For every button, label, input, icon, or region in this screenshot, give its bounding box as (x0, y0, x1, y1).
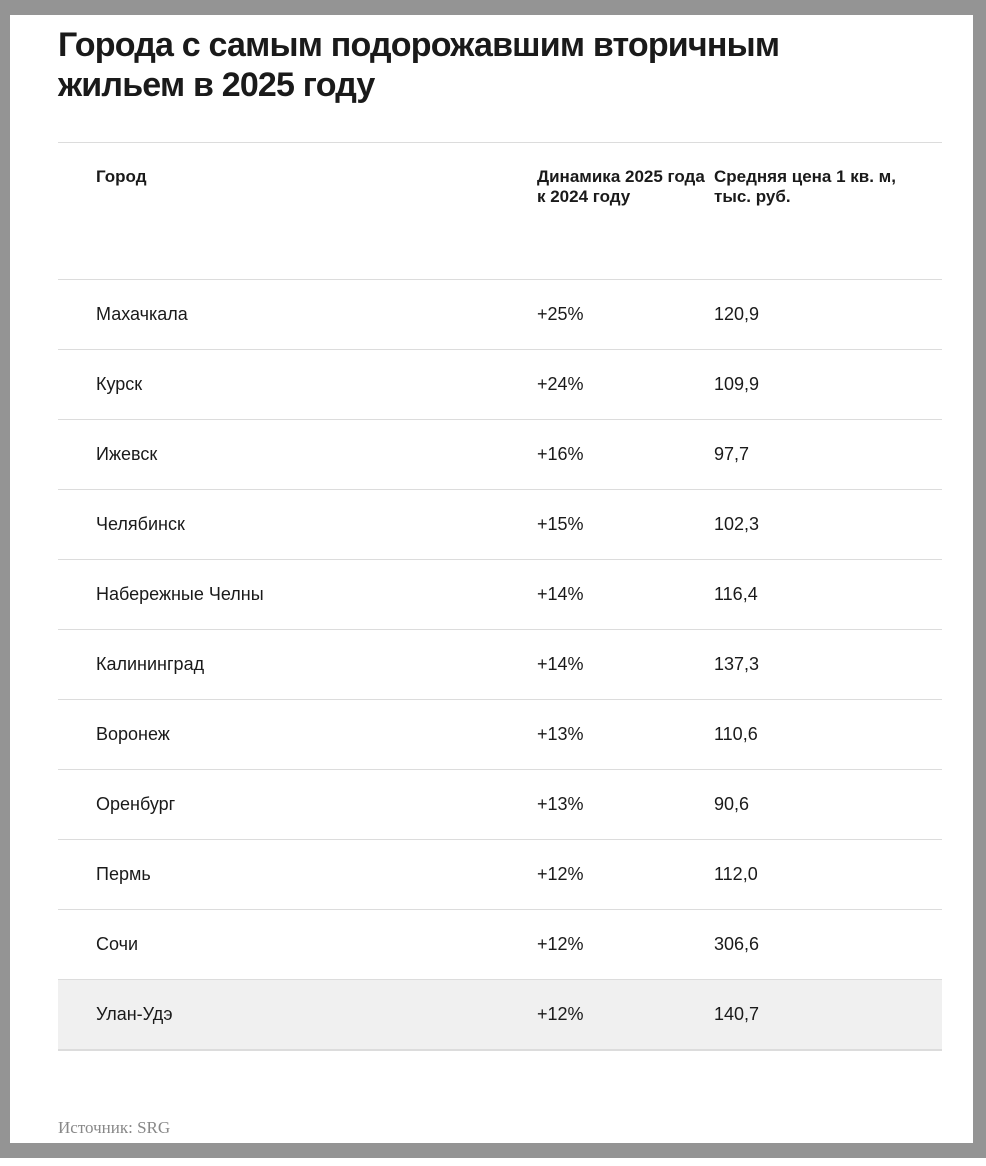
cell-change: +16% (537, 419, 714, 490)
table-row: Воронеж +13% 110,6 (58, 699, 942, 770)
cell-change: +13% (537, 769, 714, 840)
cell-change: +24% (537, 349, 714, 420)
table-header-row: Город Динамика 2025 года к 2024 году Сре… (58, 142, 942, 280)
cell-price: 120,9 (714, 279, 942, 350)
cell-price: 97,7 (714, 419, 942, 490)
table-row: Оренбург +13% 90,6 (58, 769, 942, 840)
cell-city: Ижевск (58, 419, 537, 490)
cell-city: Сочи (58, 909, 537, 980)
table-row: Набережные Челны +14% 116,4 (58, 559, 942, 630)
cell-price: 137,3 (714, 629, 942, 700)
table-row: Калининград +14% 137,3 (58, 629, 942, 700)
cell-city: Воронеж (58, 699, 537, 770)
cell-price: 140,7 (714, 979, 942, 1051)
table-row: Курск +24% 109,9 (58, 349, 942, 420)
cell-price: 116,4 (714, 559, 942, 630)
cell-price: 306,6 (714, 909, 942, 980)
column-header-city: Город (58, 142, 537, 280)
cell-city: Калининград (58, 629, 537, 700)
source-note: Источник: SRG (58, 1118, 171, 1137)
data-table: Город Динамика 2025 года к 2024 году Сре… (58, 142, 942, 1051)
cell-city: Оренбург (58, 769, 537, 840)
cell-price: 109,9 (714, 349, 942, 420)
table-row: Улан-Удэ +12% 140,7 (58, 979, 942, 1051)
cell-price: 102,3 (714, 489, 942, 560)
cell-price: 90,6 (714, 769, 942, 840)
page-title: Города с самым подорожавшим вторичным жи… (58, 26, 780, 104)
cell-city: Челябинск (58, 489, 537, 560)
cell-price: 112,0 (714, 839, 942, 910)
cell-change: +12% (537, 909, 714, 980)
table-row: Пермь +12% 112,0 (58, 839, 942, 910)
cell-change: +25% (537, 279, 714, 350)
table-row: Махачкала +25% 120,9 (58, 279, 942, 350)
cell-city: Махачкала (58, 279, 537, 350)
cell-city: Набережные Челны (58, 559, 537, 630)
cell-change: +15% (537, 489, 714, 560)
card: Города с самым подорожавшим вторичным жи… (10, 15, 973, 1143)
table-row: Челябинск +15% 102,3 (58, 489, 942, 560)
cell-change: +14% (537, 559, 714, 630)
cell-change: +12% (537, 839, 714, 910)
cell-city: Курск (58, 349, 537, 420)
table-row: Сочи +12% 306,6 (58, 909, 942, 980)
cell-price: 110,6 (714, 699, 942, 770)
cell-change: +14% (537, 629, 714, 700)
cell-change: +12% (537, 979, 714, 1051)
column-header-change: Динамика 2025 года к 2024 году (537, 142, 714, 280)
table-row: Ижевск +16% 97,7 (58, 419, 942, 490)
column-header-price: Средняя цена 1 кв. м, тыс. руб. (714, 142, 942, 280)
cell-change: +13% (537, 699, 714, 770)
cell-city: Пермь (58, 839, 537, 910)
cell-city: Улан-Удэ (58, 979, 537, 1051)
